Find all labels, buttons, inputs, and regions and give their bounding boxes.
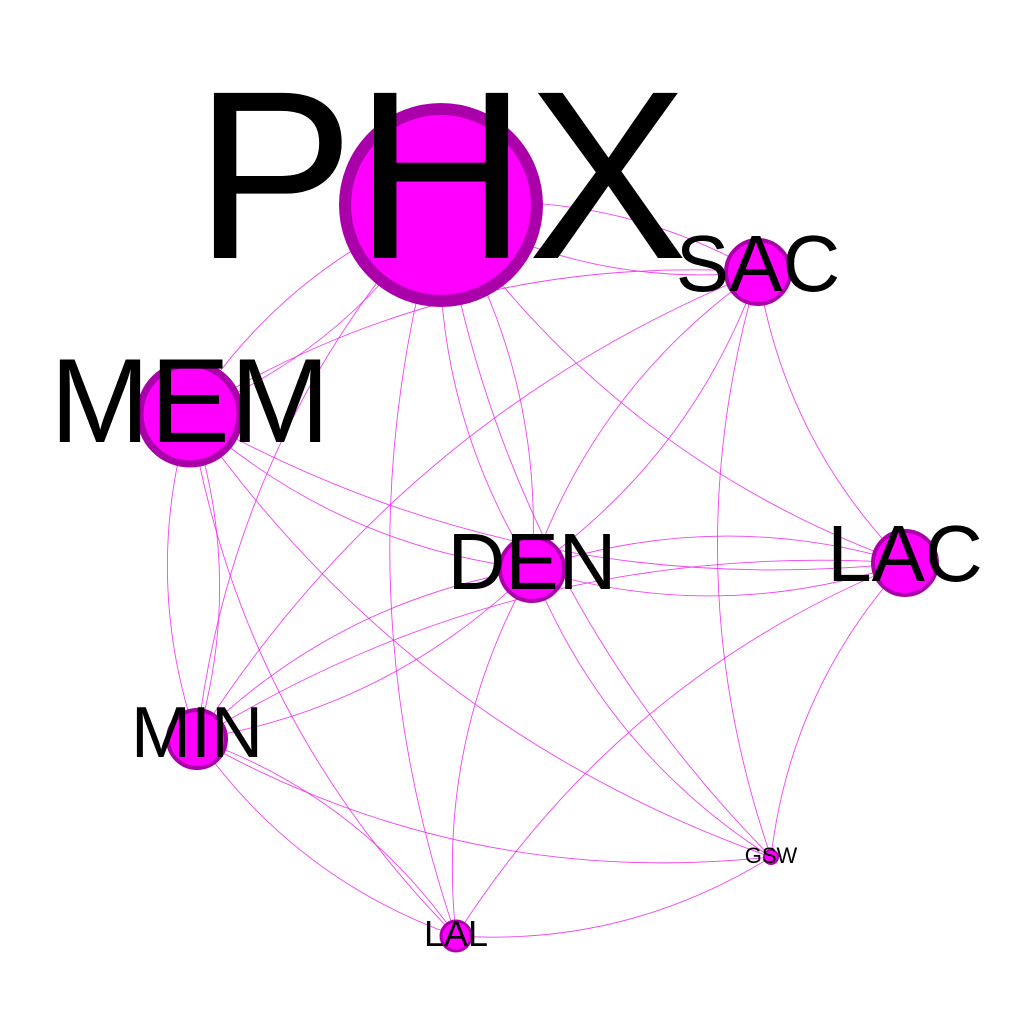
- edge-sac-den: [531, 271, 759, 570]
- edge-den-lac: [531, 535, 906, 570]
- edge-lal-gsw: [455, 856, 772, 938]
- node-label-lac: LAC: [827, 509, 983, 598]
- node-label-gsw: GSW: [745, 843, 798, 868]
- node-label-min: MIN: [131, 693, 263, 773]
- node-gsw: GSW: [745, 843, 798, 868]
- edge-lac-lal: [455, 562, 906, 937]
- node-sac: SAC: [676, 219, 841, 308]
- node-lac: LAC: [827, 509, 983, 598]
- edge-min-lal: [196, 738, 457, 937]
- edge-phx-lal: [389, 204, 457, 937]
- node-min: MIN: [131, 693, 263, 773]
- node-label-lal: LAL: [424, 913, 488, 954]
- edge-sac-gsw: [717, 271, 772, 858]
- node-phx: PHX: [194, 41, 687, 309]
- edge-sac-den: [531, 271, 759, 570]
- node-den: DEN: [448, 517, 617, 606]
- node-label-phx: PHX: [194, 41, 687, 309]
- node-mem: MEM: [50, 334, 330, 468]
- edge-sac-lac: [757, 271, 906, 564]
- edge-lac-gsw: [770, 562, 906, 858]
- node-circle-den: [498, 535, 566, 603]
- node-circle-lac: [871, 529, 939, 597]
- node-circle-mem: [136, 360, 244, 468]
- edge-min-gsw: [196, 738, 772, 864]
- node-circle-sac: [724, 238, 792, 306]
- edge-sac-min: [196, 271, 759, 740]
- node-label-mem: MEM: [50, 334, 330, 468]
- edge-den-lal: [451, 568, 533, 937]
- node-circle-lal: [439, 919, 473, 953]
- edge-mem-lal: [189, 413, 457, 937]
- node-label-sac: SAC: [676, 219, 841, 308]
- node-label-den: DEN: [448, 517, 617, 606]
- edge-den-min: [196, 568, 533, 740]
- edge-den-min: [196, 568, 533, 740]
- edge-mem-gsw: [189, 413, 772, 858]
- node-circle-min: [166, 708, 228, 770]
- edge-min-lal: [196, 738, 457, 937]
- node-circle-phx: [339, 103, 543, 307]
- node-circle-gsw: [763, 849, 779, 865]
- node-lal: LAL: [424, 913, 488, 954]
- edge-den-lac: [531, 562, 906, 597]
